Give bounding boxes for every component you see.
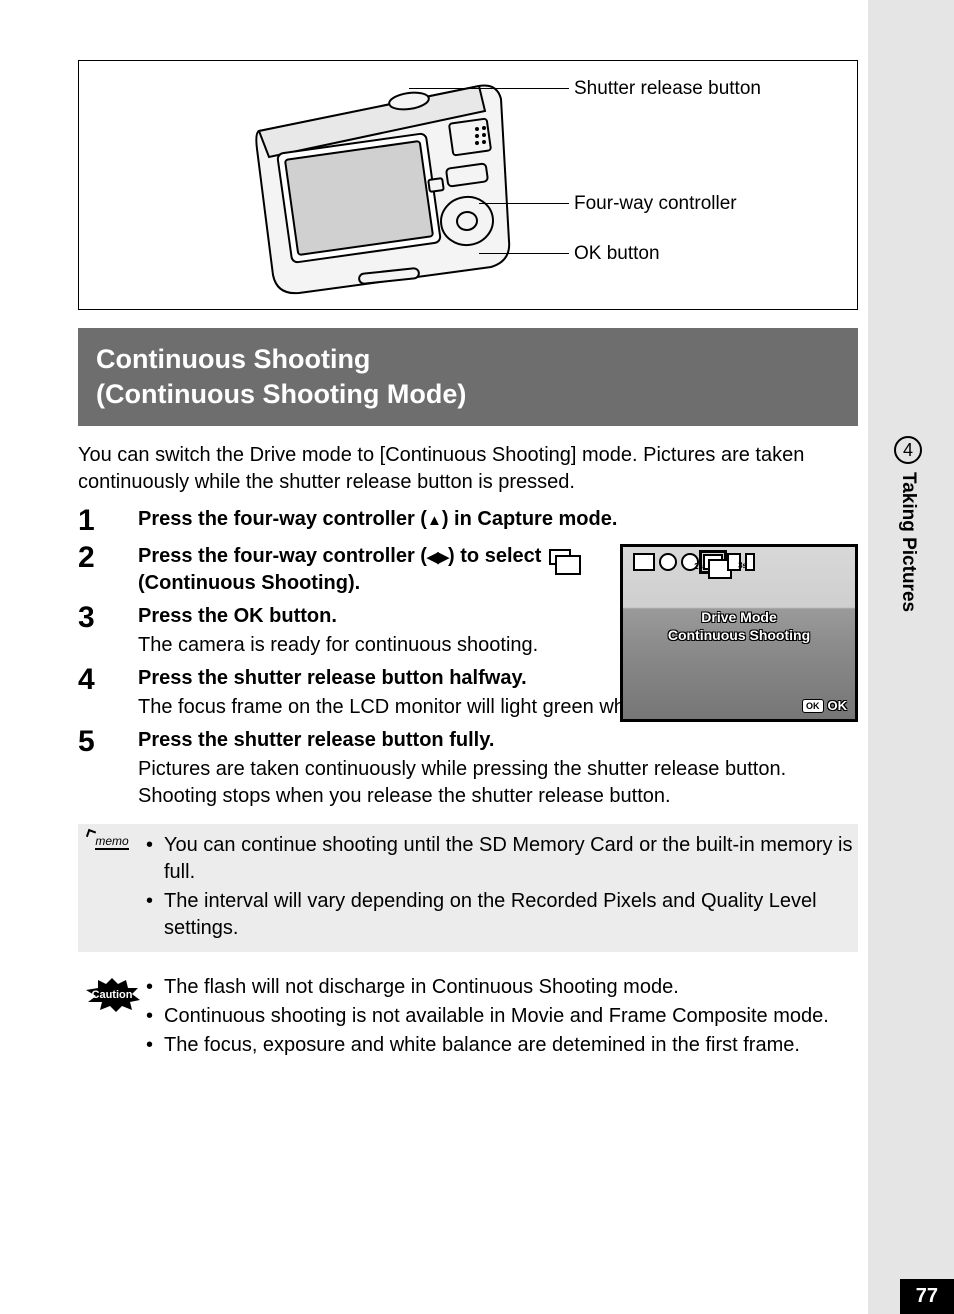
- caution-item: The flash will not discharge in Continuo…: [146, 974, 854, 1001]
- camera-diagram-box: Shutter release button Four-way controll…: [78, 60, 858, 310]
- camera-illustration: [229, 71, 519, 301]
- lcd-ok-indicator: OK OK: [802, 698, 847, 713]
- caution-item: The focus, exposure and white balance ar…: [146, 1032, 854, 1059]
- intro-paragraph: You can switch the Drive mode to [Contin…: [78, 442, 858, 496]
- page-number: 77: [900, 1279, 954, 1314]
- step-number: 2: [78, 541, 138, 597]
- steps-list: 2s 3s Drive Mode Continuous Shooting OK …: [78, 504, 858, 810]
- callout-shutter-label: Shutter release button: [574, 78, 761, 100]
- step-heading: Press the four-way controller ( ) in Capt…: [138, 506, 858, 533]
- step-heading: Press the shutter release button fully.: [138, 727, 858, 754]
- step-number: 5: [78, 725, 138, 810]
- step-5: 5 Press the shutter release button fully…: [78, 725, 858, 810]
- step-heading: Press the shutter release button halfway…: [138, 665, 598, 692]
- left-right-arrow-icon: [427, 545, 448, 567]
- lcd-icon-row: 2s 3s: [633, 553, 755, 571]
- chapter-number-badge: 4: [894, 436, 922, 464]
- memo-list: You can continue shooting until the SD M…: [146, 832, 854, 944]
- step-number: 4: [78, 663, 138, 721]
- selftimer2-icon: 2s: [681, 553, 699, 571]
- step-description: The camera is ready for continuous shoot…: [138, 632, 598, 659]
- memo-block: memo You can continue shooting until the…: [78, 824, 858, 952]
- step-number: 1: [78, 504, 138, 537]
- step-heading: Press the OK button.: [138, 603, 598, 630]
- step-text: ) to select: [448, 545, 547, 567]
- callout-line: [409, 88, 569, 89]
- svg-text:Caution: Caution: [92, 989, 133, 1001]
- memo-label: memo: [95, 834, 128, 850]
- step-text: Press the four-way controller (: [138, 508, 427, 530]
- section-title: Continuous Shooting (Continuous Shooting…: [78, 328, 858, 426]
- callout-line: [479, 253, 569, 254]
- memo-icon: memo: [78, 832, 146, 944]
- caution-item: Continuous shooting is not available in …: [146, 1003, 854, 1030]
- callout-fourway-label: Four-way controller: [574, 193, 737, 215]
- section-title-line1: Continuous Shooting: [96, 342, 840, 377]
- lcd-mode-name: Continuous Shooting: [623, 627, 855, 643]
- step-description: Pictures are taken continuously while pr…: [138, 756, 858, 810]
- selftimer-icon: [659, 553, 677, 571]
- chapter-tab: 4 Taking Pictures: [890, 436, 926, 612]
- step-text: (Continuous Shooting).: [138, 572, 360, 594]
- callout-line: [479, 203, 569, 204]
- ok-badge-icon: OK: [802, 699, 824, 713]
- caution-block: Caution The flash will not discharge in …: [78, 966, 858, 1069]
- page: Shutter release button Four-way controll…: [0, 0, 868, 1314]
- chapter-title: Taking Pictures: [897, 472, 919, 612]
- memo-item: The interval will vary depending on the …: [146, 888, 854, 942]
- memo-item: You can continue shooting until the SD M…: [146, 832, 854, 886]
- step-number: 3: [78, 601, 138, 659]
- continuous-shooting-icon: [549, 549, 571, 565]
- section-title-line2: (Continuous Shooting Mode): [96, 377, 840, 412]
- single-frame-icon: [633, 553, 655, 571]
- caution-list: The flash will not discharge in Continuo…: [146, 974, 854, 1061]
- up-arrow-icon: [427, 508, 442, 530]
- caution-burst-icon: Caution: [84, 976, 140, 1012]
- step-text: ) in Capture mode.: [442, 508, 618, 530]
- interval-icon: 3s: [727, 553, 741, 571]
- step-1: 1 Press the four-way controller ( ) in Ca…: [78, 504, 858, 537]
- callout-ok-label: OK button: [574, 243, 660, 265]
- step-text: Press the four-way controller (: [138, 545, 427, 567]
- lcd-preview: 2s 3s Drive Mode Continuous Shooting OK …: [620, 544, 858, 722]
- lcd-drive-mode-label: Drive Mode: [623, 609, 855, 625]
- caution-icon: Caution: [78, 974, 146, 1061]
- lcd-ok-text: OK: [828, 698, 848, 713]
- step-heading: Press the four-way controller ( ) to sele…: [138, 543, 598, 597]
- continuous-icon: [703, 554, 723, 570]
